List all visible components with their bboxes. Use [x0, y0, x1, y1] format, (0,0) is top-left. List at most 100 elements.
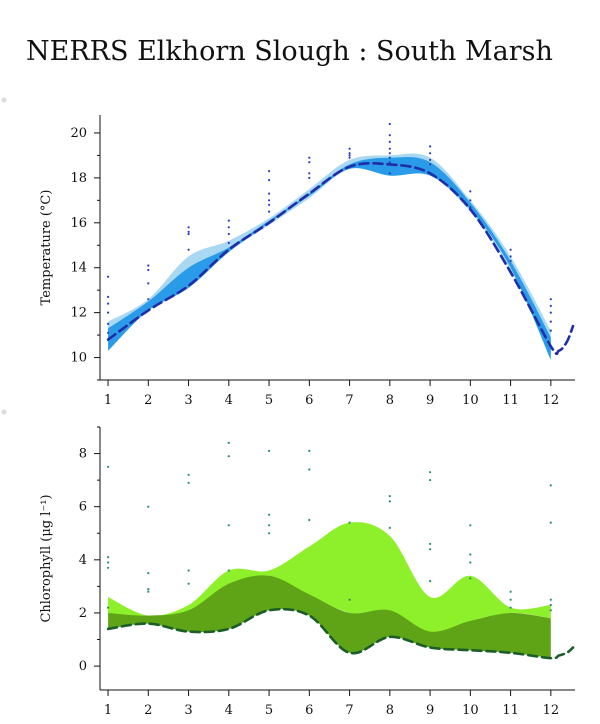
temp-data-point	[509, 259, 512, 263]
temp-data-point	[388, 140, 391, 143]
temp-data-point	[308, 172, 311, 175]
temp-data-point	[388, 152, 391, 155]
chl-y-tick-label: 4	[79, 553, 87, 568]
temp-data-point	[549, 320, 552, 323]
temp-data-point	[308, 176, 311, 179]
chl-data-point	[509, 590, 512, 593]
temp-data-point	[348, 154, 351, 157]
temp-data-point	[107, 322, 110, 325]
temp-data-point	[388, 122, 391, 126]
temp-data-point	[308, 161, 311, 164]
chl-data-point	[268, 513, 271, 516]
chl-data-point	[388, 526, 391, 530]
temp-y-tick-label: 10	[70, 351, 87, 366]
chl-y-tick-label: 2	[79, 606, 87, 621]
temp-data-point	[268, 210, 271, 213]
temp-inner-band	[108, 156, 551, 360]
temp-data-point	[147, 264, 150, 267]
temp-data-point	[348, 152, 351, 155]
temp-data-point	[147, 282, 150, 285]
temp-y-tick-label: 16	[70, 216, 87, 231]
chl-data-point	[147, 505, 150, 508]
temp-data-point	[549, 298, 552, 301]
chl-data-point	[469, 524, 472, 527]
temp-data-point	[147, 298, 150, 301]
chl-data-point	[147, 572, 150, 575]
chl-trend-line	[106, 607, 575, 660]
temp-data-point	[107, 331, 110, 334]
chl-x-tick-label: 5	[265, 703, 273, 718]
temp-data-point	[429, 145, 432, 148]
chl-data-point	[348, 521, 351, 524]
chl-data-point	[388, 495, 391, 498]
temp-data-point	[107, 311, 110, 314]
temp-data-point	[549, 329, 552, 332]
chl-x-tick-label: 3	[184, 703, 192, 718]
chl-x-tick-label: 8	[386, 703, 394, 718]
chl-data-point	[147, 590, 150, 593]
chl-data-point	[107, 566, 110, 569]
chl-x-tick-label: 6	[305, 703, 313, 718]
temp-y-tick-label: 14	[70, 261, 87, 276]
chl-data-point	[429, 542, 432, 546]
temp-data-point	[308, 156, 311, 159]
temp-data-point	[469, 206, 472, 209]
chl-x-tick-label: 2	[144, 703, 152, 718]
temp-data-point	[509, 255, 512, 258]
chl-data-point	[429, 471, 432, 474]
chl-data-point	[549, 521, 552, 524]
temp-y-axis-title: Temperature (°C)	[39, 190, 54, 306]
temp-x-tick-label: 3	[184, 393, 192, 408]
chl-data-point	[187, 473, 190, 476]
chl-data-point	[268, 449, 271, 452]
temp-data-point	[348, 156, 351, 159]
temp-data-point	[549, 304, 552, 307]
chl-data-point	[107, 465, 110, 468]
chl-y-axis-title: Chlorophyll (μg l⁻¹)	[39, 494, 54, 622]
temp-data-point	[268, 170, 271, 173]
temp-x-tick-label: 12	[543, 393, 560, 408]
chl-data-point	[187, 569, 190, 572]
temp-data-point	[227, 232, 230, 236]
chl-data-point	[268, 532, 271, 535]
temp-data-point	[429, 163, 432, 166]
chl-x-tick-label: 10	[462, 703, 479, 718]
chl-y-tick-label: 6	[79, 500, 87, 515]
temp-x-tick-label: 2	[144, 393, 152, 408]
temp-data-point	[268, 199, 271, 202]
chl-data-point	[107, 606, 110, 609]
temp-data-point	[348, 147, 351, 150]
temp-data-point	[549, 311, 552, 314]
temp-data-point	[227, 241, 230, 245]
chl-data-point	[107, 561, 110, 564]
temp-data-point	[107, 275, 110, 278]
temp-data-point	[388, 134, 391, 137]
chl-data-point	[187, 582, 190, 585]
margin-dot	[1, 97, 7, 103]
margin-dot	[1, 409, 7, 415]
chl-y-tick-label: 8	[79, 447, 87, 462]
temp-data-point	[107, 302, 110, 305]
temp-data-point	[147, 268, 150, 272]
chl-data-point	[549, 603, 552, 607]
temp-x-tick-label: 8	[386, 393, 394, 408]
temp-data-point	[509, 248, 512, 251]
temp-outer-band	[108, 153, 551, 354]
chl-outer-band	[108, 522, 551, 637]
temp-x-tick-label: 7	[345, 393, 353, 408]
chl-data-point	[429, 548, 432, 551]
temp-data-point	[227, 226, 230, 229]
chl-data-point	[147, 588, 150, 591]
chl-data-point	[227, 441, 230, 444]
chl-data-point	[549, 484, 552, 487]
temp-data-point	[388, 172, 391, 175]
chl-data-point	[509, 606, 512, 609]
chl-data-point	[308, 449, 311, 452]
chl-data-point	[549, 598, 552, 601]
temp-data-point	[187, 226, 190, 229]
chl-x-tick-label: 7	[345, 703, 353, 718]
temp-x-tick-label: 9	[426, 393, 434, 408]
